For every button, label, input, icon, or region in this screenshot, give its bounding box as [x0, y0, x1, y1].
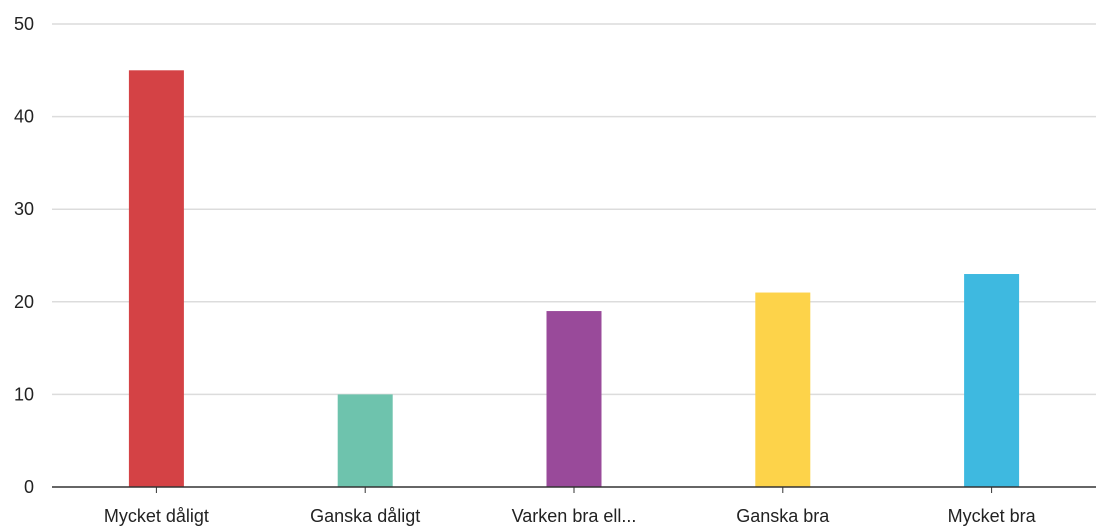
x-tick-label: Ganska bra [736, 506, 830, 526]
bar [128, 70, 184, 488]
x-tick-label: Varken bra ell... [512, 506, 637, 526]
y-tick-label: 10 [14, 384, 34, 404]
y-tick-label: 40 [14, 107, 34, 127]
x-tick-label: Mycket dåligt [104, 506, 209, 526]
x-tick-label: Ganska dåligt [310, 506, 420, 526]
y-tick-label: 20 [14, 292, 34, 312]
y-tick-labels: 0 10 20 30 40 50 [14, 14, 34, 497]
y-tick-label: 50 [14, 14, 34, 34]
bar [546, 311, 602, 487]
y-tick-label: 0 [24, 477, 34, 497]
x-tick-label: Mycket bra [948, 506, 1037, 526]
bar [755, 292, 811, 487]
x-axis [52, 486, 1096, 493]
bar [337, 394, 393, 487]
x-tick-labels: Mycket dåligt Ganska dåligt Varken bra ell… [104, 506, 1037, 526]
bars [128, 70, 1020, 488]
gridlines [52, 23, 1096, 396]
y-tick-label: 30 [14, 199, 34, 219]
bar [964, 274, 1020, 487]
